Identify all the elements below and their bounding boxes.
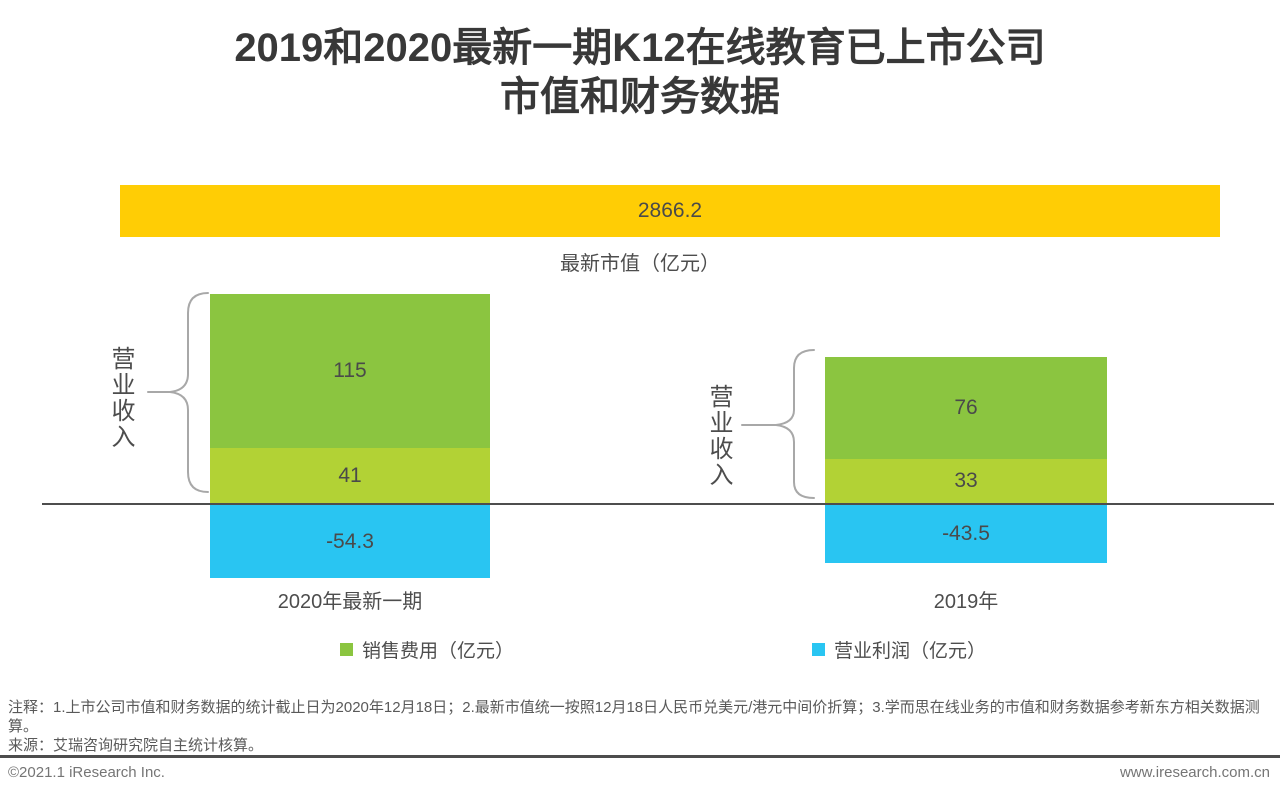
chart-title: 2019和2020最新一期K12在线教育已上市公司 市值和财务数据 (0, 24, 1280, 122)
bar-value-label: -54.3 (326, 529, 374, 553)
revenue-bracket-label-left: 营业收入 (107, 346, 134, 450)
bar-segment-revenue-other-2019: 33 (825, 459, 1107, 503)
annotation-text: 注释：1.上市公司市值和财务数据的统计截止日为2020年12月18日；2.最新市… (8, 699, 1260, 735)
bar-group-2019-negative: -43.5 (825, 505, 1107, 563)
legend-label: 销售费用（亿元） (362, 641, 515, 662)
bar-value-label: -43.5 (942, 522, 990, 545)
chart-title-line1: 2019和2020最新一期K12在线教育已上市公司 (234, 26, 1046, 70)
category-label-2019: 2019年 (933, 591, 999, 613)
bar-group-2020-positive: 115 41 (210, 294, 490, 503)
category-label-2020: 2020年最新一期 (277, 591, 423, 613)
legend-item-operating-profit: 营业利润（亿元） (812, 636, 986, 663)
bar-segment-sales-expense-2020: 115 (210, 294, 490, 448)
bar-group-2020-negative: -54.3 (210, 505, 490, 578)
bar-value-label: 33 (954, 469, 978, 492)
revenue-bracket-left (147, 292, 209, 493)
legend-label: 营业利润（亿元） (834, 641, 987, 662)
website-link[interactable]: www.iresearch.com.cn (1119, 764, 1270, 781)
bar-segment-operating-profit-2019: -43.5 (825, 505, 1107, 563)
footer-divider (0, 755, 1280, 758)
x-axis-line (42, 503, 1274, 505)
bar-group-2019-positive: 76 33 (825, 357, 1107, 503)
bar-value-label: 76 (954, 396, 978, 419)
bar-segment-sales-expense-2019: 76 (825, 357, 1107, 459)
revenue-bracket-label-right: 营业收入 (705, 384, 732, 488)
legend-swatch-green (340, 643, 353, 656)
bar-segment-revenue-other-2020: 41 (210, 448, 490, 503)
footnotes: 注释：1.上市公司市值和财务数据的统计截止日为2020年12月18日；2.最新市… (8, 698, 1262, 755)
source-text: 来源：艾瑞咨询研究院自主统计核算。 (8, 737, 264, 754)
chart-title-line2: 市值和财务数据 (500, 75, 780, 119)
market-cap-bar: 2866.2 (120, 185, 1220, 237)
bar-segment-operating-profit-2020: -54.3 (210, 505, 490, 578)
legend-swatch-cyan (812, 643, 825, 656)
copyright-text: ©2021.1 iResearch Inc. (8, 764, 165, 781)
market-cap-label: 最新市值（亿元） (560, 253, 720, 275)
revenue-bracket-right (741, 349, 815, 499)
market-cap-value: 2866.2 (637, 199, 703, 222)
bar-value-label: 41 (338, 463, 362, 487)
legend-item-sales-expense: 销售费用（亿元） (340, 636, 514, 663)
bar-value-label: 115 (333, 359, 367, 382)
